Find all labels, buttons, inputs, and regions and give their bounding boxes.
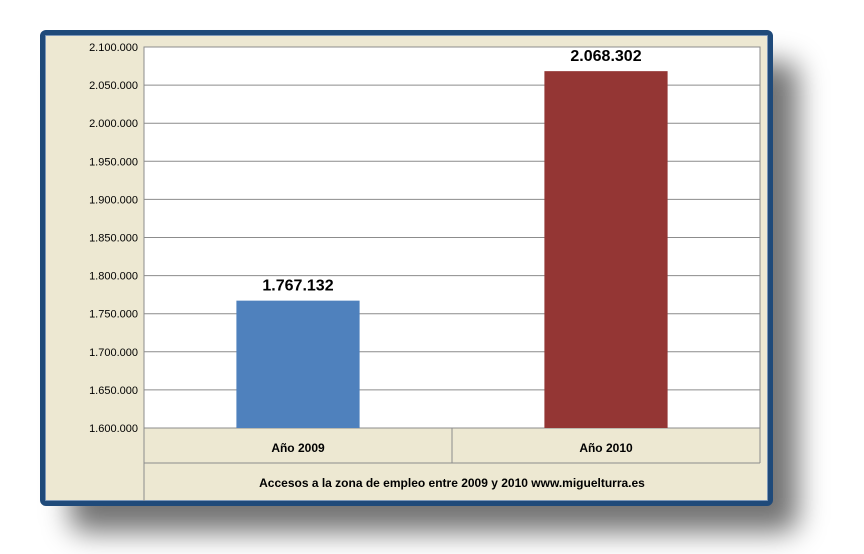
y-axis-ticks: 1.600.000 1.650.000 1.700.000 1.750.000 1.80… [89,42,138,435]
y-tick-label: 1.800.000 [89,271,138,283]
y-tick-label: 1.750.000 [89,309,138,321]
bar-chart: 1.600.000 1.650.000 1.700.000 1.750.000 1.80… [89,42,761,501]
y-tick-label: 1.700.000 [89,347,138,359]
y-tick-label: 2.000.000 [89,118,138,130]
category-label: Año 2009 [271,441,325,455]
y-tick-label: 2.100.000 [89,42,138,54]
category-label: Año 2010 [579,441,633,455]
bars [236,71,668,429]
y-tick-label: 1.850.000 [89,233,138,245]
data-label: 2.068.302 [570,48,641,65]
y-tick-label: 1.600.000 [89,423,138,435]
category-labels: Año 2009 Año 2010 [271,441,633,455]
y-tick-label: 1.900.000 [89,194,138,206]
y-tick-label: 1.650.000 [89,385,138,397]
x-axis-title: Accesos a la zona de empleo entre 2009 y… [259,476,645,490]
y-tick-label: 2.050.000 [89,80,138,92]
bar [544,71,668,429]
bar [236,300,360,428]
data-label: 1.767.132 [262,278,333,295]
data-labels: 1.767.132 2.068.302 [262,48,641,294]
y-tick-label: 1.950.000 [89,156,138,168]
chart-frame: 1.600.000 1.650.000 1.700.000 1.750.000 1.80… [40,30,773,506]
